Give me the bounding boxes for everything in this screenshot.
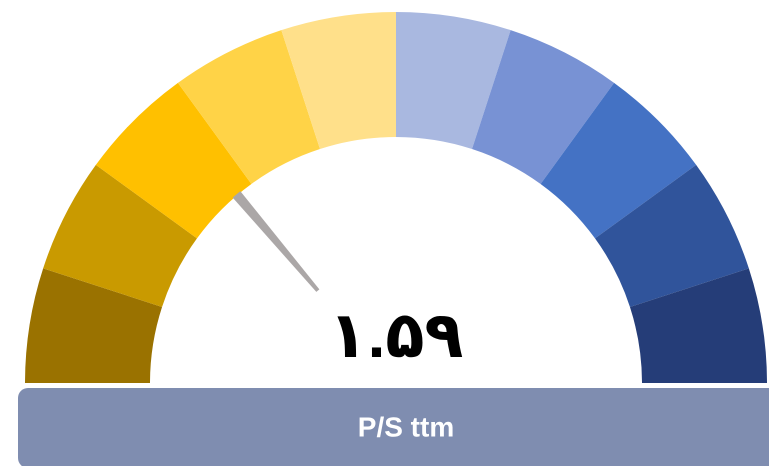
- gauge-value: ۱.۵۹: [329, 299, 464, 371]
- gauge-label: P/S ttm: [358, 411, 454, 442]
- gauge-segment: [177, 30, 320, 184]
- gauge-segment: [540, 82, 697, 239]
- gauge-segment: [281, 12, 396, 150]
- label-bar: [18, 388, 769, 466]
- gauge-segment: [472, 30, 615, 184]
- gauge-segment: [43, 164, 197, 307]
- gauge-segment: [396, 12, 511, 150]
- gauge-segment: [629, 268, 767, 383]
- gauge-segment: [95, 82, 252, 239]
- gauge-segment: [25, 268, 163, 383]
- gauge-segment: [595, 164, 749, 307]
- gauge-needle: [232, 191, 320, 292]
